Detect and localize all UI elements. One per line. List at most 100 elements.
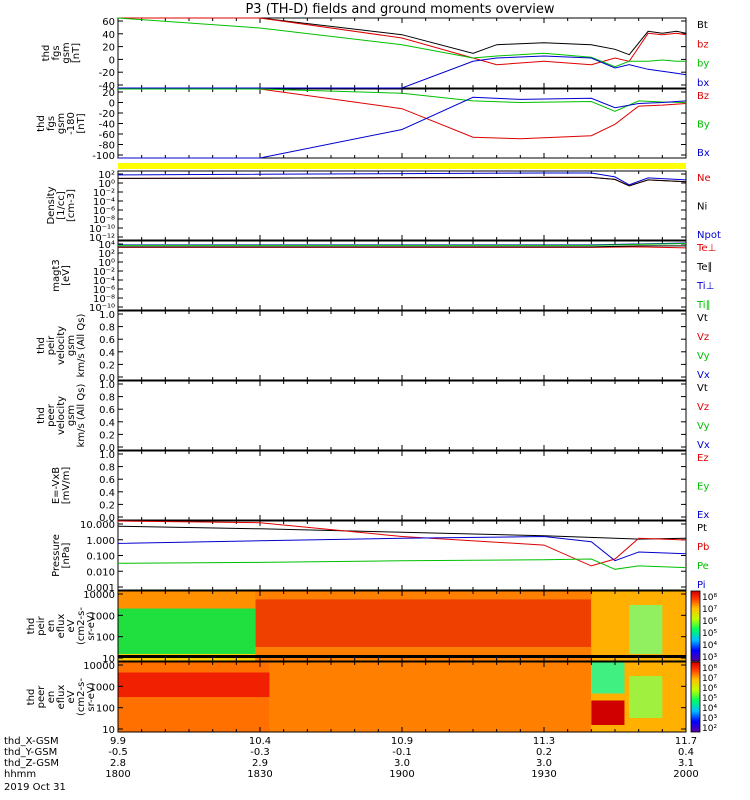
y-tick-label: 0.6 <box>99 335 115 346</box>
y-axis-label-line: magt3 <box>51 259 62 292</box>
legend-entry: Ez <box>697 453 709 464</box>
y-tick-label: 0.0 <box>99 373 115 384</box>
y-tick-label: 10⁻⁴ <box>93 276 115 287</box>
y-tick-label: 100 <box>96 704 115 715</box>
y-axis-label: magt3 [eV] <box>51 259 72 292</box>
y-axis-label-line: en <box>46 691 57 704</box>
y-axis-label-line: peer <box>46 403 57 427</box>
series-line-pressure <box>117 535 687 562</box>
orbit-row-value: 11.7 <box>675 736 697 747</box>
orbit-row-label: thd_Z-GSM <box>4 758 59 769</box>
y-tick-label: 10⁻¹² <box>89 233 115 244</box>
series-line-pressure <box>117 520 687 567</box>
y-axis-label: thd fgs gsm -180 [nT] <box>36 112 87 135</box>
y-tick-label: -20 <box>99 109 115 120</box>
series-line-fgs_sm <box>118 88 687 112</box>
y-axis-label-line: [nT] <box>76 113 87 133</box>
y-tick-label: -60 <box>99 130 115 141</box>
y-axis-label-line: sr-eV) <box>86 682 97 711</box>
y-tick-label: 20 <box>102 43 115 54</box>
y-tick-label: 10⁻⁶ <box>93 285 115 296</box>
spec-cell <box>269 662 592 732</box>
y-axis-label-line: [1/cc] <box>56 191 67 220</box>
spec-cell <box>255 591 592 600</box>
y-axis-label: Pressure [nPa] <box>51 534 72 577</box>
y-axis-label-line: Pressure <box>51 534 62 577</box>
spec-cell <box>629 676 663 718</box>
panel-density: 10²10⁰10⁻²10⁻⁴10⁻⁶10⁻⁸10⁻¹⁰10⁻¹²Density[… <box>46 170 721 244</box>
y-tick-label: 1000 <box>90 682 115 693</box>
data-gap-bar <box>118 163 686 169</box>
series-line-fgs <box>118 55 687 89</box>
y-tick-label: 0.4 <box>99 348 115 359</box>
colorbar-tick-label: 10⁵ <box>702 694 717 704</box>
legend-entry: Vt <box>697 383 708 394</box>
legend-entry: Ti⊥ <box>696 281 714 292</box>
y-axis-label-line: [nPa] <box>61 542 72 568</box>
series-line-fgs <box>118 17 687 66</box>
y-axis-label-line: eflux <box>56 685 67 710</box>
series-line-fgs <box>117 17 686 68</box>
legend-entry: Npot <box>697 230 721 241</box>
y-axis-label-line: -180 <box>66 112 77 135</box>
y-tick-label: 0.010 <box>86 567 115 578</box>
colorbar <box>690 590 701 662</box>
y-axis-label: thd peir en eflux eV (cm2-s-sr-eV) <box>26 607 97 645</box>
y-axis-label-line: thd <box>36 115 47 132</box>
spectrogram-peir_spec <box>118 591 686 661</box>
y-tick-label: 0.6 <box>99 475 115 486</box>
y-axis-label-line: km/s (All Qs) <box>76 314 87 378</box>
spec-cell <box>591 700 625 725</box>
y-tick-label: 10⁻⁸ <box>93 294 115 305</box>
legend-entry: Vy <box>697 351 710 362</box>
orbit-row-value: -0.5 <box>108 747 128 758</box>
y-tick-label: 10⁻⁸ <box>93 215 115 226</box>
y-axis-label-line: [nT] <box>71 43 82 63</box>
orbit-row-value: -0.1 <box>392 747 412 758</box>
y-tick-label: 10² <box>98 249 115 260</box>
y-axis-label-line: gsm <box>61 42 72 63</box>
y-axis-label-line: thd <box>36 407 47 424</box>
orbit-row-value: 2.8 <box>110 758 126 769</box>
legend-entry: Ex <box>697 510 709 521</box>
orbit-row-label: hhmm <box>4 769 36 780</box>
y-axis-label: thd fgs gsm [nT] <box>41 42 82 63</box>
legend-entry: Ne <box>697 173 711 184</box>
y-tick-label: 10 <box>102 654 115 665</box>
legend-entry: Pe <box>697 561 709 572</box>
y-tick-label: 10² <box>98 170 115 181</box>
y-tick-label: 1.0 <box>99 310 115 321</box>
y-axis-label-line: thd <box>36 337 47 354</box>
y-tick-label: 0.0 <box>99 443 115 454</box>
y-axis-label-line: eV <box>66 619 77 632</box>
y-axis-label-line: [mV/m] <box>61 467 72 505</box>
panel-frame <box>117 310 687 381</box>
legend-entry: Vy <box>697 421 710 432</box>
y-tick-label: 10⁻⁶ <box>93 206 115 217</box>
y-axis-label-line: eV <box>66 690 77 703</box>
y-tick-label: 0 <box>109 55 115 66</box>
y-tick-label: 1.0 <box>99 380 115 391</box>
y-axis-label-line: sr-eV) <box>86 611 97 640</box>
y-tick-label: 0.001 <box>86 583 115 594</box>
panel-frame <box>117 520 687 591</box>
legend-entry: by <box>697 59 709 70</box>
y-axis-label-line: [cm-3] <box>66 189 77 222</box>
y-tick-label: 10.000 <box>80 520 115 531</box>
y-tick-label: 0.8 <box>99 463 115 474</box>
orbit-row-value: 1830 <box>247 769 272 780</box>
colorbar-tick-label: 10⁶ <box>702 617 717 627</box>
panel-frame <box>117 88 687 159</box>
y-tick-label: 0.2 <box>99 430 115 441</box>
spec-cell <box>118 672 270 697</box>
panel-frame <box>117 17 687 89</box>
y-axis-label-line: peir <box>36 615 47 635</box>
orbit-row-value: 11.3 <box>533 736 555 747</box>
y-axis-label-line: en <box>46 620 57 633</box>
y-tick-label: 10⁻¹⁰ <box>89 303 115 314</box>
colorbar-tick-label: 10⁷ <box>702 674 717 684</box>
orbit-row-value: 0.4 <box>678 747 694 758</box>
y-axis-label-line: gsm <box>66 405 77 426</box>
